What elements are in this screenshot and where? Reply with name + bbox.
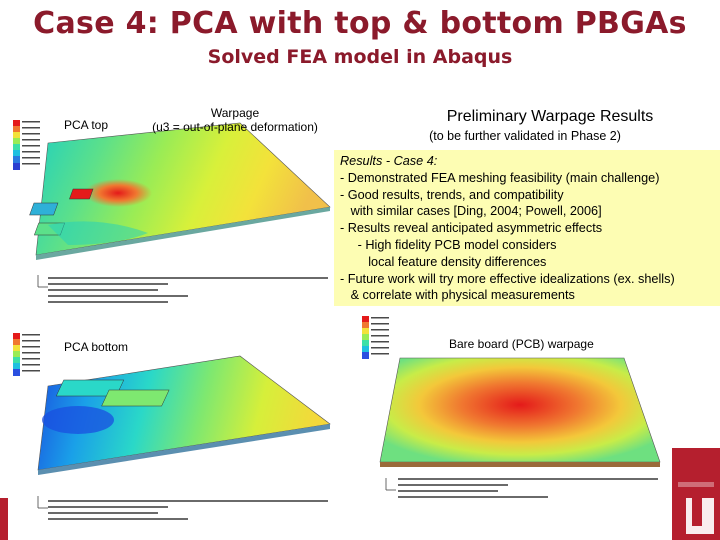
results-line: - Results reveal anticipated asymmetric … xyxy=(340,221,603,236)
results-line: - Demonstrated FEA meshing feasibility (… xyxy=(340,170,660,185)
slide-subtitle: Solved FEA model in Abaqus xyxy=(207,46,513,68)
abaqus-footer-bare xyxy=(398,478,658,498)
bare-board-label: Bare board (PCB) warpage xyxy=(449,337,594,351)
pcb-bare-contour xyxy=(379,357,661,463)
university-logo-icon xyxy=(672,448,720,540)
warpage-label-line2: (u3 = out-of-plane deformation) xyxy=(152,120,318,134)
warpage-label: Warpage (u3 = out-of-plane deformation) xyxy=(140,106,330,134)
pca-top-figure xyxy=(8,115,338,315)
contour-legend-bare xyxy=(362,316,389,359)
results-heading: Results - Case 4: xyxy=(340,154,438,168)
preliminary-results-title: Preliminary Warpage Results xyxy=(446,108,654,125)
results-line: - Future work will try more effective id… xyxy=(340,271,675,286)
left-accent-strip xyxy=(0,498,8,540)
results-box: Results - Case 4: - Demonstrated FEA mes… xyxy=(334,150,720,306)
abaqus-footer xyxy=(48,277,328,303)
results-line: - High fidelity PCB model considers xyxy=(340,237,557,252)
contour-legend xyxy=(13,120,40,170)
results-line: local feature density differences xyxy=(340,254,547,269)
bare-board-figure xyxy=(358,312,670,518)
warpage-label-line1: Warpage xyxy=(210,106,260,120)
results-line: - Good results, trends, and compatibilit… xyxy=(340,187,564,202)
results-line: with similar cases [Ding, 2004; Powell, … xyxy=(340,204,602,219)
pca-bottom-label: PCA bottom xyxy=(64,340,129,354)
preliminary-results-subtitle: (to be further validated in Phase 2) xyxy=(429,129,621,143)
abaqus-footer-bottom xyxy=(48,500,328,520)
contour-legend-bottom xyxy=(13,333,40,376)
pca-top-label: PCA top xyxy=(64,118,109,132)
results-line: & correlate with physical measurements xyxy=(340,288,575,303)
pca-bottom-figure xyxy=(8,328,338,528)
slide-title: Case 4: PCA with top & bottom PBGAs xyxy=(33,6,687,41)
